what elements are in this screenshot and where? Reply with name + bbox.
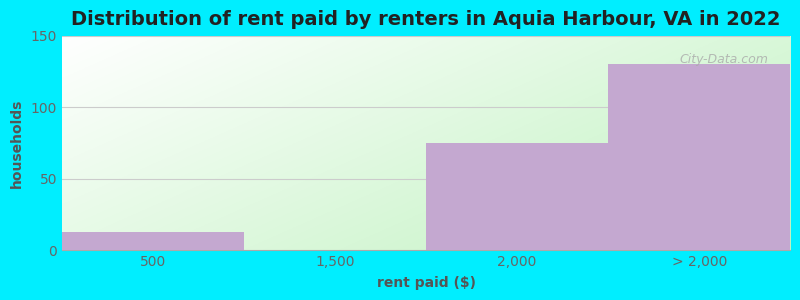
Title: Distribution of rent paid by renters in Aquia Harbour, VA in 2022: Distribution of rent paid by renters in … xyxy=(71,10,781,29)
Bar xyxy=(62,232,244,250)
Y-axis label: households: households xyxy=(10,98,24,188)
Bar xyxy=(608,64,790,250)
X-axis label: rent paid ($): rent paid ($) xyxy=(377,276,475,290)
Text: City-Data.com: City-Data.com xyxy=(679,53,769,66)
Bar xyxy=(426,143,608,250)
